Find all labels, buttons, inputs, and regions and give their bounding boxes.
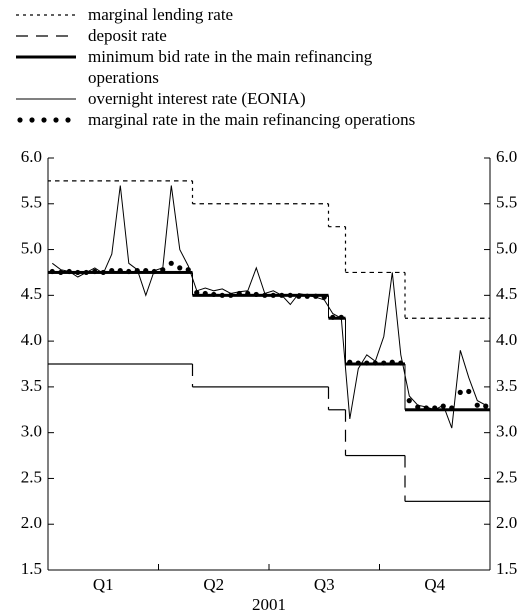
marker: [143, 268, 149, 274]
marker: [398, 360, 404, 366]
marker: [313, 293, 319, 299]
y-tick-label: 5.0: [21, 238, 42, 257]
marker: [279, 292, 285, 298]
marker: [304, 293, 310, 299]
legend-label: overnight interest rate (EONIA): [88, 89, 306, 108]
marker: [474, 402, 480, 408]
y-tick-label: 2.0: [21, 513, 42, 532]
marker: [58, 269, 64, 276]
marker: [202, 290, 208, 297]
marker: [296, 293, 302, 299]
marker: [245, 290, 251, 297]
legend-label: marginal lending rate: [88, 5, 234, 24]
legend-label: marginal rate in the main refinancing op…: [88, 110, 416, 129]
marker: [389, 359, 395, 365]
marker: [381, 360, 387, 366]
marker: [270, 292, 276, 298]
y-tick-label: 3.0: [21, 422, 42, 441]
legend-swatch: [16, 55, 76, 59]
line: [51, 185, 487, 429]
y2-tick-label: 2.0: [496, 513, 517, 532]
marker: [432, 405, 438, 411]
y-tick-label: 4.5: [21, 284, 42, 303]
marker: [236, 290, 242, 297]
legend-dot: [41, 117, 47, 123]
marker: [160, 267, 166, 273]
legend-swatch: [16, 14, 76, 16]
y-tick-label: 2.5: [21, 467, 42, 486]
y-tick-label: 1.5: [21, 559, 42, 578]
marker: [330, 314, 336, 320]
y2-tick-label: 1.5: [496, 559, 517, 578]
x-axis-label: 2001: [252, 595, 286, 612]
marker: [321, 294, 327, 300]
marker: [406, 398, 412, 404]
marker: [49, 268, 55, 275]
legend-label: minimum bid rate in the main refinancing…: [88, 47, 373, 87]
marker: [449, 405, 455, 411]
legend-swatch: [17, 117, 71, 123]
marker: [423, 405, 429, 411]
x-tick-label: Q1: [93, 575, 114, 594]
marker: [338, 314, 344, 320]
y2-tick-label: 5.5: [496, 193, 517, 212]
marker: [117, 268, 123, 274]
y-tick-label: 6.0: [21, 147, 42, 166]
marker: [347, 359, 353, 365]
y2-tick-label: 4.5: [496, 284, 517, 303]
marker: [75, 269, 81, 276]
marker: [219, 292, 225, 298]
y2-tick-label: 3.0: [496, 422, 517, 441]
marker: [194, 289, 200, 296]
marker: [126, 268, 132, 275]
marker: [415, 404, 421, 410]
marker: [211, 291, 217, 298]
marker: [134, 268, 140, 274]
marker: [168, 260, 174, 266]
marker: [83, 269, 89, 276]
marker: [253, 291, 259, 298]
marker: [440, 403, 446, 409]
marker: [372, 360, 378, 366]
legend-label: deposit rate: [88, 26, 167, 45]
marker: [483, 403, 489, 409]
y2-tick-label: 6.0: [496, 147, 517, 166]
marker: [228, 292, 234, 298]
marker: [151, 268, 157, 275]
marker: [364, 360, 370, 366]
y-tick-label: 5.5: [21, 193, 42, 212]
marker: [355, 360, 361, 366]
legend-dot: [65, 117, 71, 123]
marker: [466, 388, 472, 395]
legend-swatch: [16, 98, 76, 100]
legend-dot: [29, 117, 35, 123]
marker: [109, 268, 115, 274]
marker: [457, 389, 463, 395]
marker: [66, 268, 72, 275]
legend-dot: [53, 117, 59, 123]
marker: [92, 268, 98, 275]
y2-tick-label: 2.5: [496, 467, 517, 486]
marker: [287, 292, 293, 298]
y-tick-label: 4.0: [21, 330, 42, 349]
x-tick-label: Q4: [424, 575, 445, 594]
x-tick-label: Q3: [314, 575, 335, 594]
x-tick-label: Q2: [203, 575, 224, 594]
y-tick-label: 3.5: [21, 376, 42, 395]
y2-tick-label: 5.0: [496, 238, 517, 257]
marker: [177, 265, 183, 271]
y2-tick-label: 4.0: [496, 330, 517, 349]
marker: [262, 292, 268, 298]
marker: [185, 267, 191, 273]
legend-dot: [17, 117, 23, 123]
marker: [100, 269, 106, 276]
legend-swatch: [16, 35, 76, 37]
y2-tick-label: 3.5: [496, 376, 517, 395]
